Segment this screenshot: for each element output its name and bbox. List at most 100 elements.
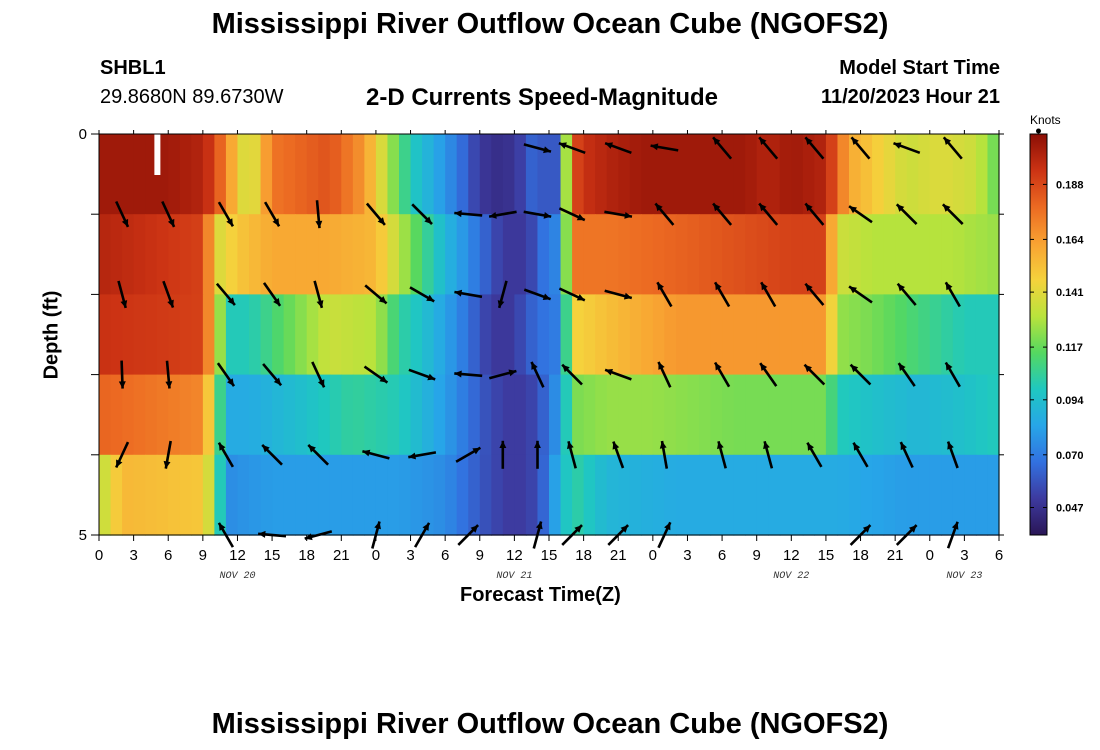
heatmap-cell: [122, 454, 135, 536]
heatmap-cell: [191, 454, 204, 536]
y-tick-label: 5: [79, 527, 87, 544]
heatmap-cell: [791, 535, 804, 536]
heatmap-cell: [906, 454, 919, 536]
heatmap-cell: [802, 214, 815, 295]
station-id: SHBL1: [100, 57, 166, 79]
current-arrow: [850, 136, 871, 160]
heatmap-cell: [595, 214, 608, 295]
heatmap-cell: [560, 214, 573, 295]
colorbar-gradient: [1029, 133, 1048, 536]
current-arrow: [558, 287, 586, 302]
current-arrow: [115, 200, 130, 228]
current-arrow: [408, 368, 436, 381]
x-tick-label: 12: [506, 547, 523, 564]
current-arrow: [899, 441, 914, 469]
current-arrow: [804, 202, 825, 226]
heatmap-cell: [133, 134, 146, 215]
heatmap-cell: [456, 535, 469, 536]
heatmap-cell: [133, 214, 146, 295]
heatmap-cell: [399, 294, 412, 376]
heatmap-cell: [872, 374, 885, 456]
heatmap-cell: [179, 214, 192, 295]
current-arrow: [161, 200, 176, 228]
heatmap-cell: [468, 535, 481, 536]
heatmap-cell: [641, 134, 654, 215]
heatmap-cell: [272, 134, 285, 215]
current-arrow: [946, 441, 959, 469]
heatmap-cell: [929, 214, 942, 295]
heatmap-cell: [122, 214, 135, 295]
current-arrow: [371, 521, 381, 549]
current-arrow: [849, 524, 872, 546]
heatmap-cell: [941, 214, 954, 295]
heatmap-cell: [849, 454, 862, 536]
heatmap-cell: [987, 535, 1000, 536]
heatmap-cell: [306, 134, 319, 215]
heatmap-cell: [629, 535, 642, 536]
heatmap-cell: [745, 535, 758, 536]
heatmap-cell: [110, 454, 123, 536]
current-arrow: [944, 281, 961, 308]
heatmap-cell: [306, 535, 319, 536]
heatmap-cell: [525, 134, 539, 215]
heatmap-cell: [260, 454, 273, 536]
heatmap-cell: [433, 535, 446, 536]
current-arrow: [758, 202, 779, 226]
heatmap-cell: [629, 214, 642, 295]
heatmap-cell: [537, 294, 550, 376]
heatmap-cell: [814, 454, 827, 536]
heatmap-cell: [352, 454, 365, 536]
heatmap-cell: [929, 454, 942, 536]
heatmap-cell: [491, 214, 504, 295]
heatmap-cell: [225, 214, 239, 295]
heatmap-cell: [860, 454, 873, 536]
heatmap-cell: [929, 535, 942, 536]
current-arrow: [558, 207, 586, 222]
current-arrow: [941, 203, 964, 226]
heatmap-cell: [156, 454, 169, 536]
heatmap-cell: [699, 374, 712, 456]
heatmap-cell: [872, 535, 885, 536]
x-tick-label: 9: [199, 547, 207, 564]
heatmap-cell: [895, 535, 908, 536]
x-tick-label: 18: [575, 547, 592, 564]
heatmap-cell: [433, 374, 446, 456]
heatmap-cell: [802, 535, 815, 536]
heatmap-cell: [249, 374, 262, 456]
heatmap-cell: [860, 535, 873, 536]
heatmap-cell: [145, 454, 158, 536]
current-arrow: [946, 521, 959, 549]
current-arrow: [362, 449, 390, 460]
heatmap-cell: [514, 294, 527, 376]
heatmap-cell: [249, 454, 262, 536]
heatmap-cell: [387, 374, 400, 456]
heatmap-cell: [583, 294, 596, 376]
heatmap-cell: [952, 214, 965, 295]
heatmap-cell: [341, 134, 354, 215]
colorbar-tick-label: 0.188: [1056, 179, 1084, 191]
heatmap-cell: [445, 374, 458, 456]
current-arrow: [216, 362, 236, 387]
heatmap-cell: [572, 535, 585, 536]
heatmap-cell: [479, 454, 492, 536]
heatmap-cell: [952, 134, 965, 215]
heatmap-cell: [179, 535, 192, 536]
heatmap-cell: [145, 294, 158, 376]
heatmap-cell: [883, 294, 896, 376]
heatmap-cell: [802, 454, 815, 536]
heatmap-cell: [272, 214, 285, 295]
heatmap-cell: [525, 294, 539, 376]
heatmap-cell: [629, 454, 642, 536]
heatmap-cell: [814, 134, 827, 215]
x-tick-label: 0: [372, 547, 380, 564]
heatmap-cell: [952, 294, 965, 376]
heatmap-cell: [249, 294, 262, 376]
x-tick-label: 3: [683, 547, 691, 564]
heatmap-cell: [375, 134, 389, 215]
heatmap-cell: [675, 535, 689, 536]
heatmap-cell: [895, 454, 908, 536]
x-axis-label: Forecast Time(Z): [460, 584, 621, 606]
current-arrow: [454, 289, 483, 299]
heatmap-cell: [618, 374, 631, 456]
heatmap-cell: [479, 134, 492, 215]
